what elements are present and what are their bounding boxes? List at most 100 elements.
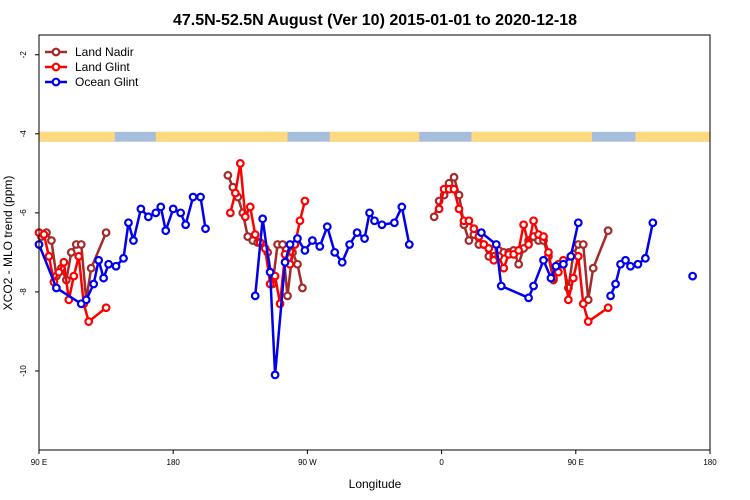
data-point <box>111 261 121 271</box>
data-point <box>101 303 111 313</box>
legend-item: Ocean Glint <box>45 75 139 89</box>
legend-item: Land Glint <box>45 60 130 74</box>
data-point <box>539 255 548 265</box>
data-point <box>240 212 250 222</box>
land-band-segment <box>471 131 592 142</box>
data-point <box>230 188 240 198</box>
data-point <box>491 240 501 249</box>
y-tick-label: -2 <box>19 51 28 59</box>
data-point <box>464 236 474 245</box>
data-point <box>84 317 94 326</box>
data-point <box>258 214 268 224</box>
data-point <box>280 257 290 267</box>
legend-marker <box>51 47 61 57</box>
data-point <box>181 220 191 230</box>
legend-label: Land Nadir <box>75 45 134 59</box>
data-point <box>51 283 61 293</box>
plot-frame <box>38 34 711 451</box>
x-tick-label: 180 <box>703 458 717 467</box>
data-point <box>39 230 49 239</box>
y-tick-label: -10 <box>19 365 28 377</box>
data-point <box>551 261 561 271</box>
data-point <box>377 220 387 230</box>
land-band-segment <box>155 131 288 142</box>
x-tick-label: 90 E <box>568 458 584 467</box>
land-band-segment <box>39 131 115 142</box>
y-tick-label: -6 <box>19 209 28 217</box>
data-point <box>588 263 598 273</box>
data-point <box>250 230 260 239</box>
data-point <box>74 251 84 261</box>
land-band-segment <box>635 131 710 142</box>
data-point <box>168 204 178 214</box>
data-point <box>429 212 439 222</box>
data-point <box>568 273 578 283</box>
data-point <box>156 202 166 212</box>
data-point <box>449 184 459 194</box>
data-point <box>270 370 280 380</box>
data-point <box>519 220 529 230</box>
data-point <box>176 208 186 218</box>
data-point <box>315 242 325 251</box>
data-point <box>603 226 613 236</box>
data-point <box>235 159 245 168</box>
data-point <box>539 232 548 241</box>
data-point <box>225 208 235 218</box>
data-point <box>81 295 91 305</box>
data-point <box>499 263 509 273</box>
data-point <box>278 240 287 249</box>
data-point <box>496 281 506 291</box>
data-point <box>300 246 310 255</box>
data-point <box>476 228 486 238</box>
data-point <box>360 234 369 243</box>
data-point <box>640 253 650 263</box>
data-point <box>469 224 479 234</box>
data-point <box>293 234 302 243</box>
data-point <box>514 246 524 255</box>
data-point <box>293 259 302 269</box>
data-point <box>563 295 573 305</box>
x-tick-label: 180 <box>167 458 181 467</box>
data-point <box>621 255 630 265</box>
data-point <box>283 291 292 301</box>
data-point <box>370 216 379 226</box>
data-point <box>265 267 275 277</box>
y-tick-label: -4 <box>19 130 28 138</box>
data-point <box>330 247 340 257</box>
x-tick-label: 0 <box>439 458 444 467</box>
legend-label: Land Glint <box>75 60 130 74</box>
data-point <box>688 271 698 281</box>
data-point <box>298 283 307 293</box>
data-point <box>44 251 54 261</box>
data-point <box>648 218 658 228</box>
data-point <box>578 240 588 249</box>
data-point <box>151 208 161 218</box>
data-point <box>94 255 104 265</box>
data-point <box>454 204 464 214</box>
y-axis-label: XCO2 - MLO trend (ppm) <box>1 176 15 311</box>
data-point <box>524 240 533 249</box>
data-point <box>285 240 295 249</box>
data-point <box>529 216 538 226</box>
series-layer <box>34 159 698 380</box>
data-point <box>389 218 399 228</box>
x-tick-label: 90 E <box>31 458 47 467</box>
data-point <box>611 279 620 289</box>
legend-item: Land Nadir <box>45 45 134 59</box>
data-point <box>397 202 407 212</box>
data-point <box>76 240 86 249</box>
legend-marker <box>51 62 61 72</box>
data-point <box>484 244 494 253</box>
land-ocean-band <box>39 131 710 142</box>
data-point <box>223 170 233 180</box>
data-point <box>47 236 56 245</box>
data-point <box>337 257 347 267</box>
data-point <box>573 218 583 228</box>
land-band-segment <box>329 131 420 142</box>
data-point <box>161 226 171 236</box>
data-point <box>449 172 459 182</box>
data-point <box>464 216 474 226</box>
data-point <box>365 208 374 218</box>
data-point <box>404 240 414 249</box>
data-point <box>544 247 553 257</box>
